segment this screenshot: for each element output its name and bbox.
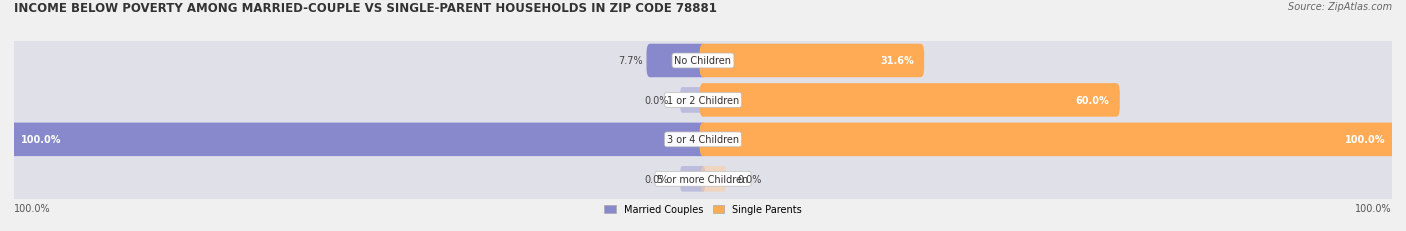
FancyBboxPatch shape — [4, 133, 1402, 225]
Text: 100.0%: 100.0% — [1344, 135, 1385, 145]
Text: 0.0%: 0.0% — [644, 174, 669, 184]
FancyBboxPatch shape — [700, 45, 924, 78]
Text: 5 or more Children: 5 or more Children — [658, 174, 748, 184]
Text: No Children: No Children — [675, 56, 731, 66]
Text: Source: ZipAtlas.com: Source: ZipAtlas.com — [1288, 2, 1392, 12]
Legend: Married Couples, Single Parents: Married Couples, Single Parents — [600, 200, 806, 218]
FancyBboxPatch shape — [4, 54, 1402, 147]
Text: 0.0%: 0.0% — [738, 174, 762, 184]
FancyBboxPatch shape — [4, 15, 1402, 107]
Text: 100.0%: 100.0% — [21, 135, 62, 145]
Text: 100.0%: 100.0% — [14, 203, 51, 213]
FancyBboxPatch shape — [700, 84, 1119, 117]
Text: 60.0%: 60.0% — [1076, 95, 1109, 106]
FancyBboxPatch shape — [700, 123, 1395, 156]
FancyBboxPatch shape — [11, 123, 706, 156]
FancyBboxPatch shape — [681, 88, 704, 113]
Text: 7.7%: 7.7% — [619, 56, 643, 66]
Text: 31.6%: 31.6% — [880, 56, 914, 66]
FancyBboxPatch shape — [681, 166, 704, 192]
Text: 1 or 2 Children: 1 or 2 Children — [666, 95, 740, 106]
Text: 3 or 4 Children: 3 or 4 Children — [666, 135, 740, 145]
Text: 100.0%: 100.0% — [1355, 203, 1392, 213]
Text: 0.0%: 0.0% — [644, 95, 669, 106]
FancyBboxPatch shape — [4, 94, 1402, 186]
Text: INCOME BELOW POVERTY AMONG MARRIED-COUPLE VS SINGLE-PARENT HOUSEHOLDS IN ZIP COD: INCOME BELOW POVERTY AMONG MARRIED-COUPL… — [14, 2, 717, 15]
FancyBboxPatch shape — [702, 166, 725, 192]
FancyBboxPatch shape — [647, 45, 706, 78]
